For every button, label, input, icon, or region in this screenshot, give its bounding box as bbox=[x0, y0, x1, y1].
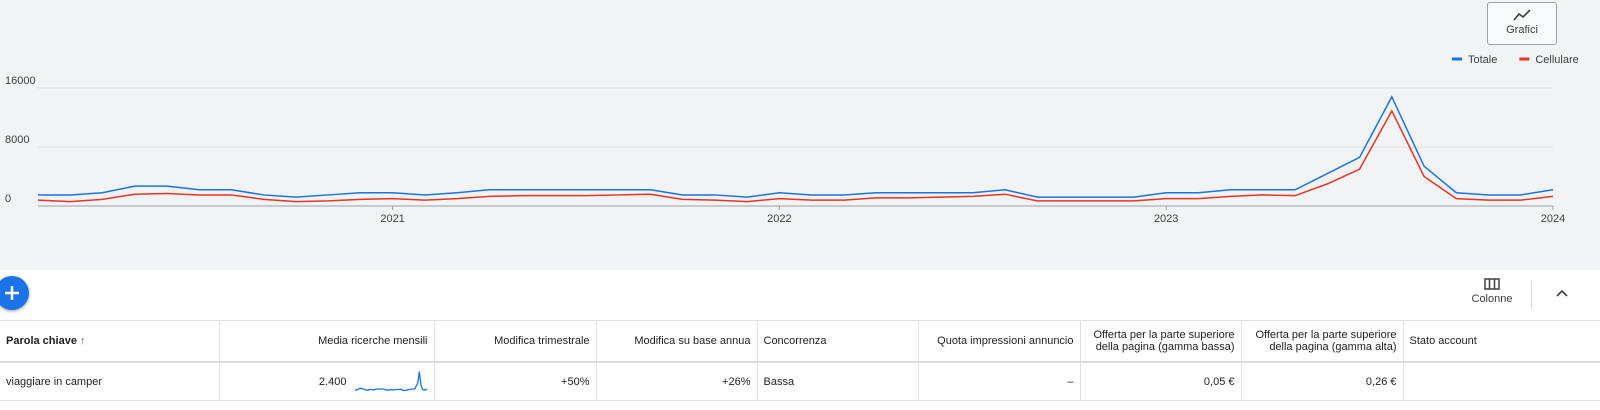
column-header[interactable]: Stato account bbox=[1403, 320, 1600, 363]
bid-low-cell: 0,05 € bbox=[1080, 362, 1242, 401]
chart: 0 8000 16000 2021 2022 2023 2024 Totale Cellular… bbox=[5, 54, 1579, 225]
column-header[interactable]: Modifica su base annua bbox=[596, 320, 758, 363]
chart-panel: 0 8000 16000 2021 2022 2023 2024 Totale Cellular… bbox=[0, 0, 1600, 270]
competition-cell: Bassa bbox=[757, 362, 919, 401]
column-header[interactable]: Offerta per la parte superiore della pag… bbox=[1241, 320, 1404, 363]
impression-share-cell: – bbox=[918, 362, 1081, 401]
account-status-cell bbox=[1403, 362, 1600, 401]
x-tick-label: 2024 bbox=[1541, 213, 1565, 225]
chart-button[interactable]: Grafici bbox=[1487, 2, 1557, 45]
divider bbox=[1531, 281, 1532, 309]
columns-button[interactable]: Colonne bbox=[1466, 278, 1518, 305]
y-tick-label: 8000 bbox=[5, 134, 29, 146]
sparkline-line bbox=[354, 371, 427, 391]
header-text: Parola chiave bbox=[6, 335, 77, 347]
quarterly-cell: +50% bbox=[434, 362, 597, 401]
legend-label: Cellulare bbox=[1535, 54, 1578, 66]
column-header[interactable]: Offerta per la parte superiore della pag… bbox=[1080, 320, 1242, 363]
chart-icon bbox=[1513, 9, 1531, 21]
columns-icon bbox=[1484, 278, 1500, 290]
keyword-table: Parola chiave ↑ Media ricerche mensili M… bbox=[0, 320, 1600, 401]
keyword-cell: viaggiare in camper bbox=[0, 362, 220, 401]
yearly-cell: +26% bbox=[596, 362, 758, 401]
searches-value: 2.400 bbox=[318, 375, 347, 388]
columns-label: Colonne bbox=[1471, 293, 1513, 305]
add-button[interactable] bbox=[0, 276, 29, 310]
chart-button-label: Grafici bbox=[1506, 24, 1538, 36]
column-header[interactable]: Quota impressioni annuncio bbox=[918, 320, 1081, 363]
sparkline bbox=[354, 371, 427, 391]
y-tick-label: 16000 bbox=[5, 75, 36, 87]
x-tick-label: 2022 bbox=[767, 213, 791, 225]
column-header[interactable]: Parola chiave ↑ bbox=[0, 320, 220, 363]
searches-cell: 2.400 bbox=[219, 362, 435, 401]
series-line bbox=[38, 95, 1554, 198]
legend-label: Totale bbox=[1468, 54, 1497, 66]
y-tick-label: 0 bbox=[5, 193, 11, 205]
x-tick-label: 2021 bbox=[380, 213, 404, 225]
x-tick-label: 2023 bbox=[1154, 213, 1178, 225]
bid-high-cell: 0,26 € bbox=[1241, 362, 1404, 401]
series-line bbox=[37, 109, 1554, 203]
column-header[interactable]: Concorrenza bbox=[757, 320, 919, 363]
collapse-button[interactable] bbox=[1555, 288, 1569, 298]
column-header[interactable]: Modifica trimestrale bbox=[434, 320, 597, 363]
column-header[interactable]: Media ricerche mensili bbox=[219, 320, 435, 363]
